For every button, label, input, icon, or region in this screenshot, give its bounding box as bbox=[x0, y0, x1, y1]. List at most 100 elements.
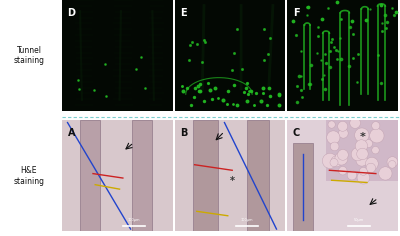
FancyBboxPatch shape bbox=[287, 120, 398, 231]
Point bbox=[306, 82, 312, 86]
Point bbox=[239, 67, 246, 71]
Point bbox=[334, 57, 340, 61]
Point bbox=[250, 103, 257, 107]
Point bbox=[298, 74, 304, 78]
Circle shape bbox=[338, 149, 348, 160]
Circle shape bbox=[388, 160, 396, 168]
FancyBboxPatch shape bbox=[175, 120, 285, 231]
Circle shape bbox=[322, 153, 338, 169]
Circle shape bbox=[357, 148, 368, 160]
Circle shape bbox=[328, 121, 335, 128]
Point bbox=[230, 102, 237, 105]
Point bbox=[260, 28, 267, 31]
Point bbox=[209, 97, 215, 101]
FancyBboxPatch shape bbox=[194, 120, 218, 231]
Circle shape bbox=[338, 121, 348, 131]
Point bbox=[138, 55, 144, 59]
Point bbox=[335, 49, 341, 53]
Point bbox=[253, 92, 259, 95]
FancyBboxPatch shape bbox=[62, 120, 173, 231]
Point bbox=[75, 78, 82, 82]
Circle shape bbox=[366, 163, 376, 173]
Circle shape bbox=[354, 146, 368, 159]
Point bbox=[348, 19, 355, 23]
Circle shape bbox=[366, 157, 378, 170]
Point bbox=[308, 63, 315, 67]
Point bbox=[363, 18, 370, 21]
Point bbox=[192, 86, 198, 90]
Point bbox=[306, 83, 313, 86]
Point bbox=[197, 89, 203, 93]
Point bbox=[355, 52, 361, 56]
Point bbox=[234, 27, 240, 30]
Point bbox=[212, 86, 218, 90]
Point bbox=[384, 21, 390, 24]
Text: Tunnel
staining: Tunnel staining bbox=[14, 46, 44, 65]
Point bbox=[267, 94, 274, 98]
Point bbox=[102, 62, 108, 66]
Point bbox=[366, 7, 373, 11]
FancyBboxPatch shape bbox=[132, 120, 152, 231]
Point bbox=[245, 92, 252, 96]
Point bbox=[326, 65, 333, 69]
FancyBboxPatch shape bbox=[326, 120, 398, 181]
Point bbox=[328, 40, 335, 44]
Point bbox=[243, 86, 250, 90]
Point bbox=[261, 58, 267, 62]
Point bbox=[196, 89, 202, 93]
Point bbox=[76, 87, 82, 91]
Point bbox=[392, 11, 399, 14]
Text: *: * bbox=[230, 176, 235, 186]
FancyBboxPatch shape bbox=[62, 0, 173, 111]
Text: 50μm: 50μm bbox=[354, 218, 364, 222]
Point bbox=[243, 82, 250, 85]
Point bbox=[180, 89, 186, 93]
Point bbox=[224, 102, 230, 105]
Point bbox=[258, 99, 264, 102]
Point bbox=[296, 74, 302, 78]
Text: D: D bbox=[68, 8, 76, 18]
Point bbox=[190, 95, 197, 99]
FancyBboxPatch shape bbox=[246, 120, 269, 231]
Circle shape bbox=[350, 118, 360, 128]
Point bbox=[201, 99, 207, 103]
Point bbox=[214, 96, 221, 99]
Point bbox=[298, 49, 304, 53]
Circle shape bbox=[347, 170, 357, 180]
Point bbox=[276, 103, 282, 107]
Text: 100μm: 100μm bbox=[128, 218, 140, 222]
Point bbox=[201, 38, 207, 42]
Point bbox=[334, 0, 340, 4]
Point bbox=[315, 34, 321, 38]
Circle shape bbox=[370, 129, 384, 143]
Point bbox=[391, 13, 398, 17]
Point bbox=[133, 67, 139, 71]
Point bbox=[337, 57, 344, 60]
Point bbox=[375, 53, 381, 57]
Point bbox=[202, 40, 208, 43]
Point bbox=[327, 49, 333, 53]
Circle shape bbox=[330, 142, 339, 151]
Circle shape bbox=[387, 157, 398, 168]
Point bbox=[298, 88, 304, 92]
Point bbox=[276, 93, 282, 97]
Point bbox=[304, 5, 311, 8]
Point bbox=[325, 6, 331, 10]
Point bbox=[304, 13, 310, 17]
Point bbox=[294, 100, 300, 104]
Point bbox=[378, 21, 385, 25]
Point bbox=[243, 99, 250, 103]
Point bbox=[323, 62, 329, 65]
Circle shape bbox=[357, 171, 370, 184]
Text: C: C bbox=[293, 128, 300, 138]
Point bbox=[260, 86, 266, 90]
Circle shape bbox=[355, 128, 369, 142]
Point bbox=[187, 43, 194, 47]
Point bbox=[379, 29, 385, 32]
Point bbox=[315, 25, 321, 29]
Text: B: B bbox=[180, 128, 188, 138]
Circle shape bbox=[379, 167, 392, 180]
Point bbox=[299, 95, 305, 99]
Point bbox=[199, 60, 206, 64]
Point bbox=[188, 103, 194, 107]
